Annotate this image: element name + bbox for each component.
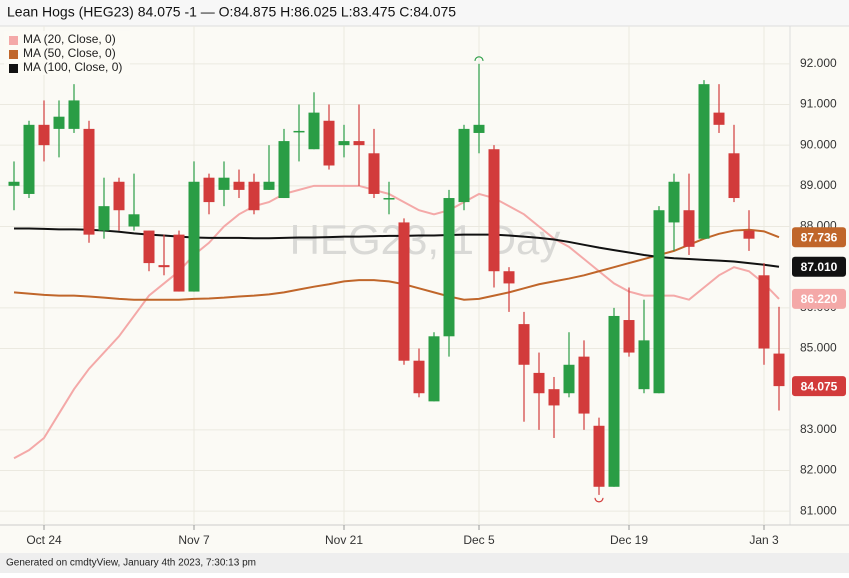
candle-body [458,128,470,203]
ma-value-badge: 87.736 [801,230,838,244]
candle-body [653,210,665,394]
candle-body [398,222,410,361]
candle-body [548,389,560,406]
candle-body [38,124,50,146]
x-tick-label: Nov 21 [325,533,363,547]
footer: Generated on cmdtyView, January 4th 2023… [6,558,256,569]
candle-body [473,124,485,133]
candle-body [278,141,290,199]
y-tick-label: 82.000 [800,463,837,477]
y-tick-label: 91.000 [800,97,837,111]
ma-value-badge: 87.010 [801,260,838,274]
candle-body [698,84,710,239]
candle-body [713,112,725,125]
candle-body [68,100,80,129]
y-tick-label: 90.000 [800,137,837,151]
candle-body [608,315,620,487]
ma-value-badge-bg [792,227,846,248]
candle-body [773,353,785,387]
high-marker [474,56,484,61]
candle-body [578,356,590,414]
legend: MA (20, Close, 0)MA (50, Close, 0)MA (10… [4,31,130,75]
candle-body [218,177,230,190]
legend-swatch [9,64,18,73]
candle-body [323,120,335,166]
x-tick-label: Oct 24 [26,533,62,547]
candle-body [233,181,245,190]
footer-bar [0,553,849,573]
ma-value-badge-bg [792,256,846,277]
x-tick-label: Jan 3 [749,533,779,547]
legend-swatch [9,50,18,59]
y-tick-label: 81.000 [800,503,837,517]
candle-body [743,230,755,239]
y-tick-label: 89.000 [800,178,837,192]
candle-body [683,210,695,247]
legend-swatch [9,36,18,45]
candle-body [443,198,455,337]
candle-body [128,214,140,227]
candle-body [83,128,95,235]
candle-body [428,336,440,402]
candle-body [353,141,365,146]
ma-value-badge: 86.220 [801,292,838,306]
candle-body [248,181,260,211]
candle-body [8,181,20,186]
candle-body [53,116,65,129]
legend-label: MA (20, Close, 0) [23,32,116,46]
candle-body [263,181,275,190]
candle-body [143,230,155,264]
candle-body [563,364,575,394]
candle-body [338,141,350,146]
candle-body [488,149,500,272]
candle-body [503,271,515,284]
candle-body [518,324,530,365]
candle-body [638,340,650,390]
ma-value-badge-bg [792,288,846,309]
x-tick-label: Dec 5 [463,533,495,547]
candle-body [203,177,215,203]
low-marker [594,497,604,503]
candle-body [23,124,35,194]
y-tick-label: 85.000 [800,341,837,355]
candle-body [383,198,395,200]
candle-body [533,372,545,394]
legend-label: MA (100, Close, 0) [23,60,122,74]
candle-body [293,130,305,133]
candle-body [368,153,380,194]
ma-line [14,227,780,268]
candle-body [758,275,770,349]
candle-body [113,181,125,211]
candle-body [728,153,740,199]
candle-body [98,206,110,231]
ma-line [13,184,780,460]
candle-body [623,320,635,353]
candle-body [308,112,320,150]
chart-title: Lean Hogs (HEG23) 84.075 -1 — O:84.875 H… [7,4,456,20]
candle-body [593,425,605,487]
candle-body [413,360,425,394]
legend-label: MA (50, Close, 0) [23,46,116,60]
candle-body [668,181,680,223]
ma-line [13,228,780,301]
candle-body [188,181,200,292]
x-tick-label: Dec 19 [610,533,648,547]
candle-body [158,265,170,268]
legend-bg [4,31,130,75]
close-badge: 84.075 [801,379,838,393]
close-badge-bg [792,376,846,397]
x-tick-label: Nov 7 [178,533,210,547]
watermark: HEG23, 1 Day [290,216,561,263]
candle-body [173,234,185,292]
y-tick-label: 83.000 [800,422,837,436]
title-bar [0,0,849,26]
y-tick-label: 92.000 [800,56,837,70]
